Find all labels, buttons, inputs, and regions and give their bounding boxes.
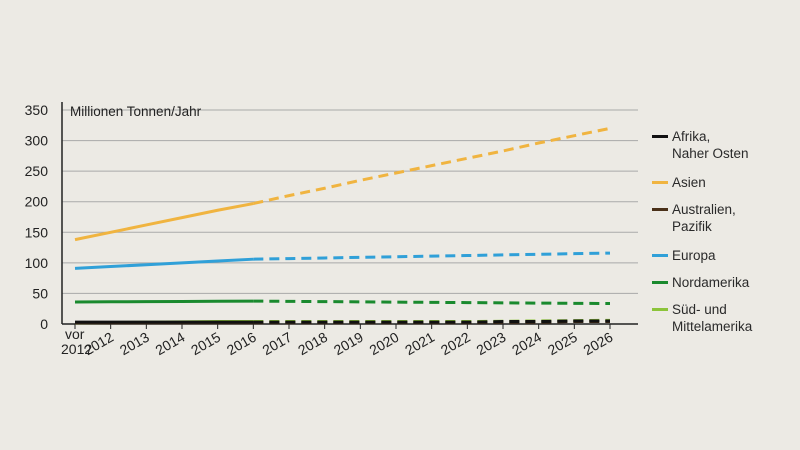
y-tick-label: 250 — [25, 163, 49, 179]
y-tick-label: 350 — [25, 102, 49, 118]
legend-swatch — [652, 135, 668, 138]
y-tick-label: 100 — [25, 255, 49, 271]
series-nordamerika-line-projection — [253, 299, 611, 306]
y-axis-label: Millionen Tonnen/Jahr — [70, 104, 202, 119]
x-tick-label: 2014 — [153, 329, 188, 359]
legend-item: Australien, Pazifik — [652, 201, 800, 235]
y-tick-label: 50 — [32, 285, 48, 301]
x-tick-label: vor 2012 — [61, 326, 92, 357]
legend-label: Asien — [672, 175, 706, 190]
chart-legend: Afrika, Naher Osten Asien Australien, Pazi… — [652, 128, 800, 335]
series-asien-line-actual — [74, 202, 254, 242]
legend-item: Europa — [652, 247, 800, 264]
x-tick-label: 2022 — [438, 329, 473, 359]
y-tick-label: 300 — [25, 133, 49, 149]
x-tick-label: 2026 — [581, 329, 616, 359]
x-tick-label: 2023 — [474, 329, 509, 359]
legend-swatch — [652, 281, 668, 284]
legend-item: Süd- und Mittelamerika — [652, 301, 800, 335]
x-tick-label: 2013 — [117, 329, 152, 359]
x-tick-label: 2018 — [295, 329, 330, 359]
x-tick-label: 2012 — [81, 329, 116, 359]
series-europa-line-actual — [74, 257, 254, 270]
x-tick-label: 2025 — [545, 329, 580, 359]
legend-label: Afrika, Naher Osten — [672, 129, 749, 161]
legend-swatch — [652, 181, 668, 184]
series-afrika-line-projection — [253, 319, 610, 324]
legend-label: Europa — [672, 248, 716, 263]
y-tick-label: 0 — [40, 316, 48, 332]
legend-swatch — [652, 308, 668, 311]
y-tick-label: 150 — [25, 224, 49, 240]
legend-label: Nordamerika — [672, 275, 750, 290]
x-tick-label: 2017 — [260, 329, 295, 359]
x-tick-label: 2024 — [509, 329, 544, 359]
legend-swatch — [652, 208, 668, 211]
legend-label: Australien, Pazifik — [672, 202, 736, 234]
series-europa-line-projection — [253, 251, 611, 261]
legend-item: Nordamerika — [652, 274, 800, 291]
y-tick-label: 200 — [25, 194, 49, 210]
legend-item: Asien — [652, 174, 800, 191]
series-asien-line-projection — [253, 126, 611, 206]
legend-item: Afrika, Naher Osten — [652, 128, 800, 162]
legend-swatch — [652, 254, 668, 257]
x-tick-label: 2016 — [224, 329, 259, 359]
series-nordamerika-line-actual — [74, 299, 254, 304]
legend-label: Süd- und Mittelamerika — [672, 302, 753, 334]
x-tick-label: 2021 — [402, 329, 437, 359]
x-tick-label: 2015 — [188, 329, 223, 359]
x-tick-label: 2019 — [331, 329, 366, 359]
x-tick-label: 2020 — [367, 329, 402, 359]
